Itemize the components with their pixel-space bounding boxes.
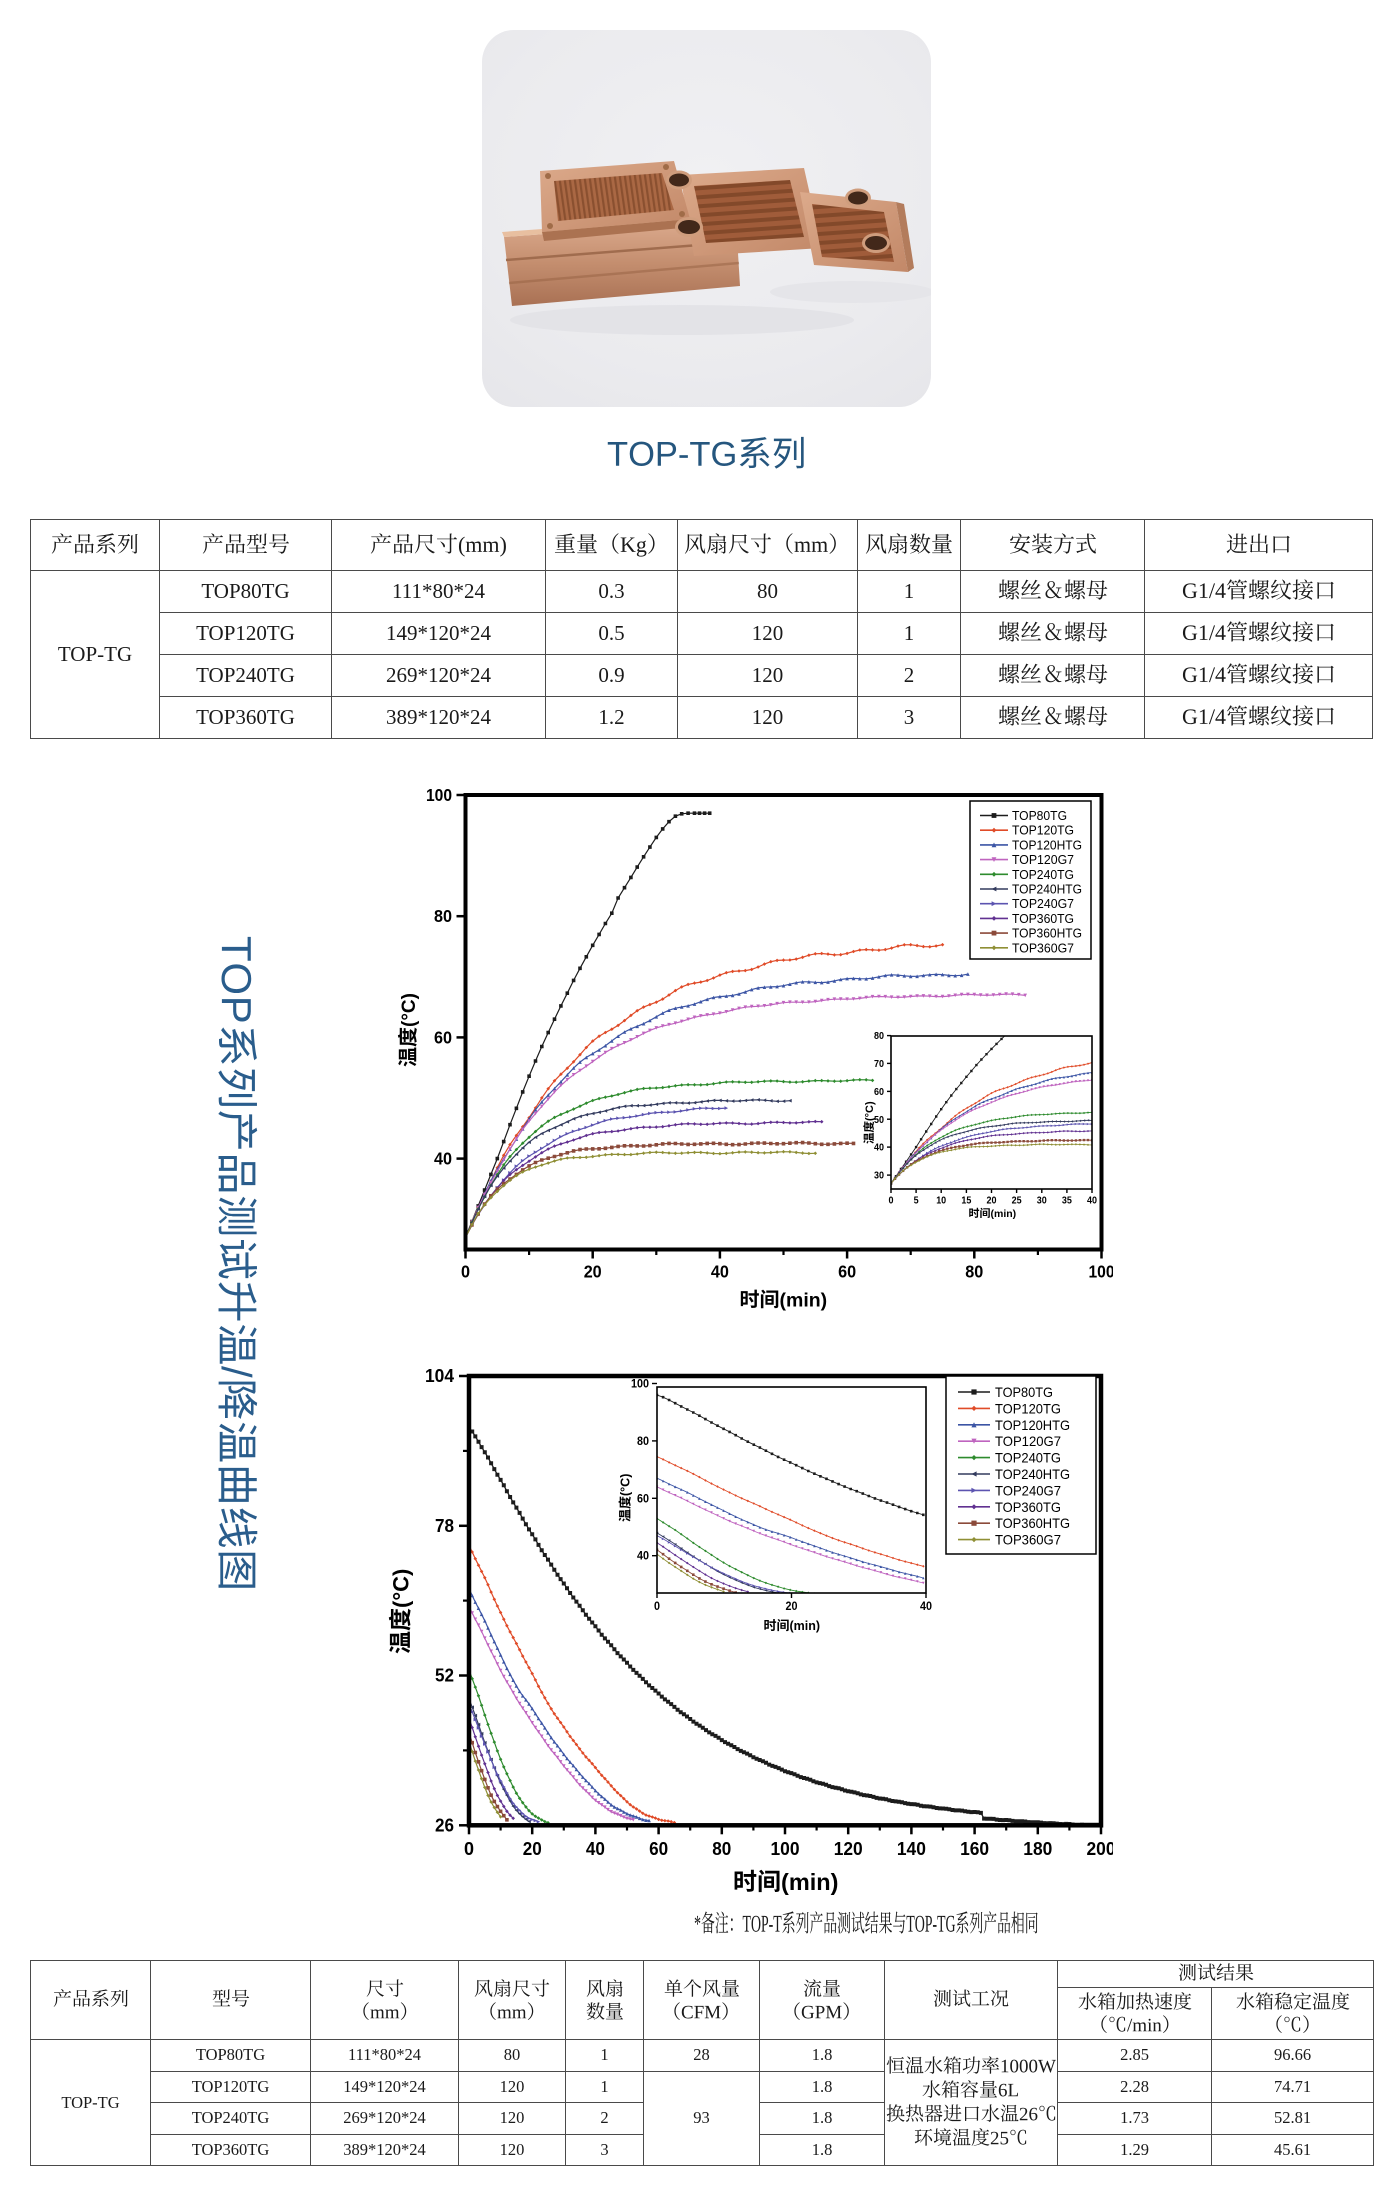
svg-text:(min): (min): [781, 1869, 838, 1895]
svg-text:TOP120HTG: TOP120HTG: [995, 1417, 1070, 1433]
svg-text:0: 0: [461, 1262, 470, 1282]
svg-text:10: 10: [936, 1195, 946, 1207]
svg-text:TOP80TG: TOP80TG: [995, 1384, 1053, 1400]
svg-text:30: 30: [874, 1170, 884, 1182]
svg-text:30: 30: [1037, 1195, 1047, 1207]
svg-text:104: 104: [425, 1365, 455, 1386]
svg-text:100: 100: [631, 1377, 649, 1391]
svg-text:TOP120TG: TOP120TG: [995, 1400, 1061, 1416]
svg-text:80: 80: [434, 906, 452, 926]
svg-text:20: 20: [584, 1262, 602, 1282]
svg-text:TOP120G7: TOP120G7: [1012, 852, 1074, 867]
svg-text:40: 40: [586, 1838, 605, 1859]
svg-text:20: 20: [523, 1838, 542, 1859]
svg-text:TOP240HTG: TOP240HTG: [995, 1466, 1070, 1482]
svg-text:60: 60: [874, 1086, 884, 1098]
svg-text:40: 40: [434, 1149, 452, 1169]
svg-text:(°C): (°C): [864, 1101, 876, 1121]
svg-text:15: 15: [961, 1195, 971, 1207]
svg-text:TOP360G7: TOP360G7: [995, 1532, 1061, 1548]
svg-text:40: 40: [637, 1549, 649, 1563]
svg-text:5: 5: [914, 1195, 919, 1207]
svg-text:40: 40: [1087, 1195, 1097, 1207]
svg-text:100: 100: [1089, 1262, 1114, 1282]
svg-text:TOP240TG: TOP240TG: [1012, 867, 1074, 882]
svg-text:TOP240G7: TOP240G7: [1012, 896, 1074, 911]
svg-text:80: 80: [637, 1434, 649, 1448]
svg-text:25: 25: [1012, 1195, 1022, 1207]
svg-text:160: 160: [960, 1838, 989, 1859]
svg-text:TOP240G7: TOP240G7: [995, 1482, 1061, 1498]
svg-text:TOP360G7: TOP360G7: [1012, 940, 1074, 955]
svg-text:50: 50: [874, 1114, 884, 1126]
svg-text:40: 40: [920, 1599, 932, 1613]
svg-text:TOP360TG: TOP360TG: [1012, 911, 1074, 926]
svg-text:TOP80TG: TOP80TG: [1012, 808, 1067, 823]
svg-text:0: 0: [464, 1838, 474, 1859]
svg-text:TOP360TG: TOP360TG: [995, 1499, 1061, 1515]
svg-text:(°C): (°C): [389, 1569, 414, 1608]
svg-text:80: 80: [874, 1030, 884, 1042]
svg-text:70: 70: [874, 1058, 884, 1070]
svg-text:52: 52: [435, 1665, 454, 1686]
svg-text:80: 80: [965, 1262, 983, 1282]
svg-text:40: 40: [711, 1262, 729, 1282]
svg-text:0: 0: [889, 1195, 894, 1207]
svg-text:TOP360HTG: TOP360HTG: [995, 1515, 1070, 1531]
svg-text:TOP120HTG: TOP120HTG: [1012, 837, 1082, 852]
svg-text:(min): (min): [790, 1619, 821, 1633]
svg-text:20: 20: [786, 1599, 798, 1613]
svg-text:35: 35: [1062, 1195, 1072, 1207]
svg-text:60: 60: [434, 1027, 452, 1047]
svg-text:(min): (min): [780, 1290, 828, 1312]
svg-text:TOP120G7: TOP120G7: [995, 1433, 1061, 1449]
svg-text:200: 200: [1087, 1838, 1114, 1859]
svg-text:26: 26: [435, 1814, 454, 1835]
svg-text:40: 40: [874, 1142, 884, 1154]
svg-text:20: 20: [987, 1195, 997, 1207]
svg-text:180: 180: [1023, 1838, 1052, 1859]
svg-text:TOP240HTG: TOP240HTG: [1012, 882, 1082, 897]
svg-text:60: 60: [649, 1838, 668, 1859]
svg-text:TOP360HTG: TOP360HTG: [1012, 926, 1082, 941]
svg-text:TOP240TG: TOP240TG: [995, 1450, 1061, 1466]
svg-text:120: 120: [834, 1838, 863, 1859]
svg-text:(°C): (°C): [399, 993, 420, 1027]
svg-text:(min): (min): [991, 1208, 1017, 1220]
svg-text:60: 60: [838, 1262, 856, 1282]
svg-text:100: 100: [771, 1838, 800, 1859]
svg-text:TOP120TG: TOP120TG: [1012, 823, 1074, 838]
svg-text:78: 78: [435, 1515, 454, 1536]
svg-text:0: 0: [654, 1599, 660, 1613]
svg-text:100: 100: [426, 785, 452, 805]
svg-text:60: 60: [637, 1491, 649, 1505]
svg-text:(°C): (°C): [619, 1474, 633, 1496]
svg-text:80: 80: [712, 1838, 731, 1859]
svg-text:140: 140: [897, 1838, 926, 1859]
